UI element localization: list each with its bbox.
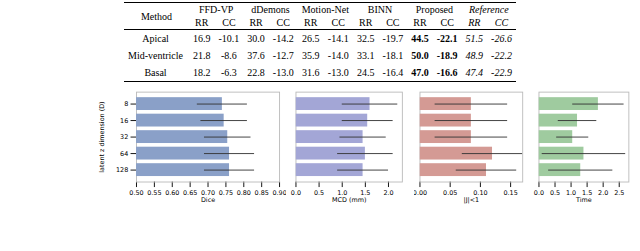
html-text:-22.2: -22.2: [491, 50, 512, 61]
html-text:dDemons: dDemons: [251, 4, 290, 15]
html-text:37.6: 37.6: [247, 50, 265, 61]
svg-text:Time: Time: [575, 196, 592, 204]
html-text:-10.1: -10.1: [218, 33, 240, 44]
html-text:33.1: 33.1: [356, 50, 375, 61]
html-text:-14.2: -14.2: [272, 33, 294, 44]
html-text:-26.6: -26.6: [491, 33, 512, 44]
html-text:21.8: 21.8: [193, 50, 211, 61]
svg-text:1.0: 1.0: [337, 188, 348, 197]
svg-text:latent z dimension (D): latent z dimension (D): [98, 101, 106, 172]
html-text:-12.7: -12.7: [272, 50, 294, 61]
svg-text:2.5: 2.5: [614, 189, 624, 197]
html-text:-8.6: -8.6: [221, 50, 237, 61]
html-text:26.5: 26.5: [301, 33, 320, 44]
html-text:31.6: 31.6: [301, 67, 320, 78]
html-text:35.9: 35.9: [301, 50, 320, 61]
svg-text:0.15: 0.15: [503, 189, 517, 197]
html-text:18.2: 18.2: [193, 67, 211, 78]
html-text:Proposed: Proposed: [415, 4, 453, 15]
svg-text:0.85: 0.85: [255, 189, 269, 197]
svg-text:0.0: 0.0: [534, 189, 544, 197]
html-text:-14.0: -14.0: [327, 50, 349, 61]
svg-text:MCD (mm): MCD (mm): [332, 196, 366, 204]
html-text:RR: RR: [413, 17, 427, 28]
html-text:-22.9: -22.9: [491, 67, 512, 78]
html-text:Reference: Reference: [469, 4, 509, 15]
html-text:RR: RR: [195, 17, 209, 28]
svg-text:64: 64: [120, 150, 128, 158]
html-text:-6.3: -6.3: [221, 67, 237, 78]
svg-text:1.5: 1.5: [582, 188, 593, 197]
svg-text:0.90: 0.90: [272, 189, 286, 197]
html-text:CC: CC: [222, 17, 236, 28]
svg-text:0.65: 0.65: [183, 189, 197, 197]
html-text:16.9: 16.9: [193, 33, 211, 44]
html-text:CC: CC: [331, 17, 345, 28]
svg-text:8: 8: [124, 100, 128, 108]
html-text:BINN: BINN: [367, 4, 393, 15]
svg-text:2.0: 2.0: [598, 189, 608, 197]
html-text:-13.0: -13.0: [272, 67, 294, 78]
html-text:Mid-ventricle: Mid-ventricle: [128, 50, 183, 61]
html-text:Motion-Net: Motion-Net: [301, 4, 349, 15]
html-text:CC: CC: [276, 17, 290, 28]
html-text:-16.6: -16.6: [436, 67, 458, 78]
svg-text:|J|<1: |J|<1: [463, 196, 479, 204]
html-text:FFD-VP: FFD-VP: [199, 4, 234, 15]
svg-text:1.5: 1.5: [360, 188, 371, 197]
html-text:24.5: 24.5: [356, 67, 375, 78]
svg-text:1.0: 1.0: [566, 189, 576, 197]
html-text:44.5: 44.5: [411, 33, 429, 44]
html-text:-18.9: -18.9: [436, 50, 458, 61]
svg-text:0.0: 0.0: [291, 189, 301, 197]
html-text:-22.1: -22.1: [436, 33, 458, 44]
html-text:RR: RR: [468, 17, 481, 28]
svg-text:0.5: 0.5: [314, 189, 324, 197]
html-text:22.8: 22.8: [247, 67, 265, 78]
html-text:-18.1: -18.1: [382, 50, 404, 61]
html-text:47.4: 47.4: [465, 67, 484, 78]
html-text:-16.4: -16.4: [382, 67, 404, 78]
html-text:32.5: 32.5: [356, 33, 375, 44]
html-text:Method: Method: [141, 10, 173, 22]
html-text:CC: CC: [440, 17, 454, 28]
html-text:51.5: 51.5: [465, 33, 484, 44]
svg-text:0.50: 0.50: [129, 189, 143, 197]
svg-text:2.0: 2.0: [384, 189, 394, 197]
html-text:-13.0: -13.0: [327, 67, 349, 78]
html-text:CC: CC: [386, 17, 400, 28]
html-text:CC: CC: [494, 17, 509, 28]
html-text:47.0: 47.0: [411, 67, 429, 78]
html-text:Basal: Basal: [144, 67, 167, 78]
svg-text:0.00: 0.00: [414, 189, 427, 197]
svg-text:0.5: 0.5: [550, 189, 560, 197]
html-text:50.0: 50.0: [411, 50, 429, 61]
svg-text:0.05: 0.05: [443, 189, 457, 197]
html-text:Apical: Apical: [142, 33, 169, 44]
svg-text:0.75: 0.75: [219, 189, 233, 197]
html-text:RR: RR: [359, 17, 373, 28]
html-text:RR: RR: [304, 17, 318, 28]
svg-text:0.60: 0.60: [165, 189, 179, 197]
html-text:48.9: 48.9: [465, 50, 484, 61]
svg-text:128: 128: [116, 166, 128, 174]
svg-text:32: 32: [120, 133, 128, 141]
svg-text:0.55: 0.55: [147, 189, 161, 197]
html-text:-19.7: -19.7: [382, 33, 404, 44]
svg-text:0.80: 0.80: [237, 189, 251, 197]
svg-text:16: 16: [120, 117, 128, 125]
svg-text:0.70: 0.70: [200, 188, 216, 197]
svg-text:Dice: Dice: [201, 196, 215, 204]
svg-text:0.10: 0.10: [472, 188, 488, 197]
html-text:RR: RR: [249, 17, 263, 28]
html-text:-14.1: -14.1: [327, 33, 349, 44]
html-text:30.0: 30.0: [247, 33, 265, 44]
